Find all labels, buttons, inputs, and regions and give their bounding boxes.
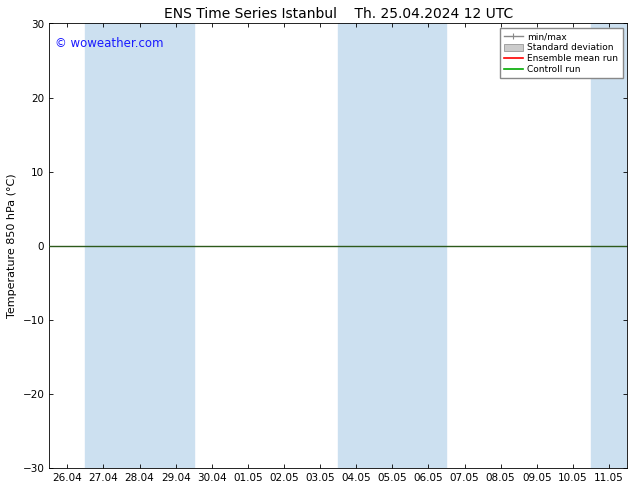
Title: ENS Time Series Istanbul    Th. 25.04.2024 12 UTC: ENS Time Series Istanbul Th. 25.04.2024 … xyxy=(164,7,513,21)
Bar xyxy=(591,24,634,468)
Text: © woweather.com: © woweather.com xyxy=(55,37,164,50)
Y-axis label: Temperature 850 hPa (°C): Temperature 850 hPa (°C) xyxy=(7,173,17,318)
Bar xyxy=(86,24,194,468)
Bar xyxy=(338,24,446,468)
Legend: min/max, Standard deviation, Ensemble mean run, Controll run: min/max, Standard deviation, Ensemble me… xyxy=(500,28,623,78)
